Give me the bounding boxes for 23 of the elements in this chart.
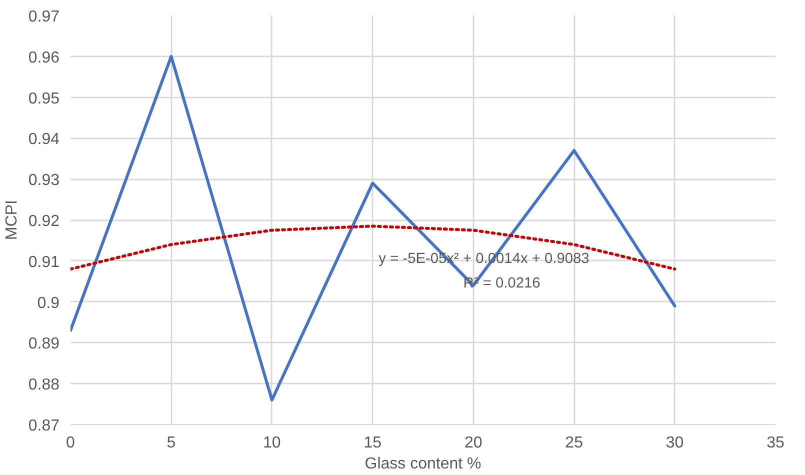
y-tick-label: 0.89 (28, 336, 60, 353)
y-axis-title: MCPI (3, 200, 20, 240)
x-tick-label: 20 (464, 434, 482, 452)
line-series (70, 224, 676, 271)
y-tick-label: 0.87 (28, 418, 60, 434)
y-tick-label: 0.95 (28, 90, 60, 108)
y-tick-label: 0.9 (37, 294, 60, 312)
line-series (70, 54, 676, 402)
x-tick-label: 0 (66, 434, 76, 452)
x-tick-label: 30 (666, 434, 684, 452)
y-tick-label: 0.94 (28, 131, 60, 148)
y-tick-label: 0.88 (28, 376, 60, 394)
x-tick-label: 25 (565, 434, 584, 452)
y-tick-label: 0.91 (28, 254, 60, 271)
y-tick-label: 0.93 (28, 172, 60, 190)
x-tick-label: 15 (364, 434, 382, 452)
y-tick-label: 0.97 (28, 8, 60, 26)
x-tick-label: 10 (263, 434, 281, 452)
y-tick-label: 0.96 (28, 49, 60, 66)
x-tick-label: 5 (166, 434, 176, 452)
x-axis-title: Glass content % (364, 456, 482, 472)
x-tick-label: 35 (766, 434, 784, 452)
y-tick-label: 0.92 (28, 213, 60, 230)
